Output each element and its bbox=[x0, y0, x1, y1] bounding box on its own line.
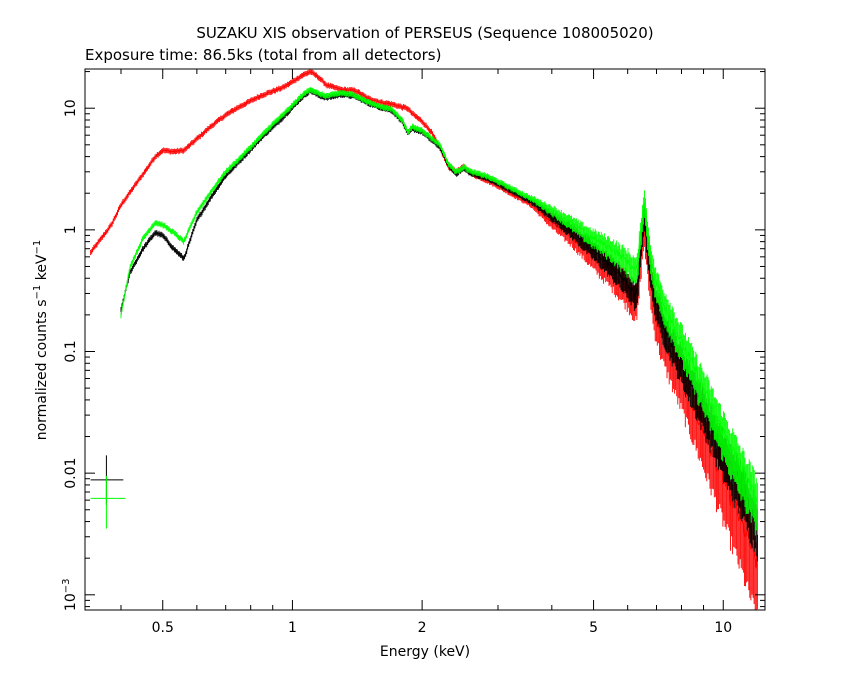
x-tick-label: 5 bbox=[589, 620, 598, 636]
error-bar-legend-0 bbox=[90, 455, 124, 505]
y-tick-label: 0.01 bbox=[63, 458, 79, 489]
x-axis-label: Energy (keV) bbox=[380, 644, 470, 660]
series-1-errors bbox=[120, 87, 758, 562]
x-tick-label: 0.5 bbox=[152, 620, 174, 636]
y-tick-label-exp: −3 bbox=[61, 579, 72, 594]
y-tick-label-text: 1 bbox=[63, 225, 79, 234]
error-bar-legend bbox=[90, 455, 126, 529]
y-axis-label-text: normalized counts s bbox=[34, 299, 50, 440]
series-0 bbox=[90, 69, 758, 610]
chart-title: SUZAKU XIS observation of PERSEUS (Seque… bbox=[196, 24, 653, 42]
chart-subtitle: Exposure time: 86.5ks (total from all de… bbox=[85, 46, 441, 64]
y-tick-label-text: 0.01 bbox=[63, 458, 79, 489]
y-tick-label-text: 10 bbox=[63, 99, 79, 117]
y-tick-label: 1 bbox=[63, 225, 79, 234]
series-0-errors bbox=[90, 69, 758, 610]
y-tick-label: 10−3 bbox=[61, 579, 79, 612]
x-tick-label: 10 bbox=[714, 620, 732, 636]
y-axis-label-sup1: −1 bbox=[32, 285, 43, 300]
x-tick-label: 2 bbox=[418, 620, 427, 636]
plot-frame bbox=[84, 68, 766, 611]
y-tick-label-base: 10 bbox=[63, 593, 79, 611]
x-tick-label: 1 bbox=[288, 620, 297, 636]
series-2 bbox=[120, 87, 758, 536]
y-tick-label-text: 0.1 bbox=[63, 340, 79, 362]
y-axis-label-sup2: −1 bbox=[32, 240, 43, 255]
series-2-line bbox=[120, 89, 758, 504]
y-axis-label: normalized counts s−1 keV−1 bbox=[32, 240, 50, 441]
series-1 bbox=[120, 87, 758, 562]
series-2-errors bbox=[120, 87, 758, 536]
series-layer bbox=[90, 69, 758, 610]
y-tick-label: 0.1 bbox=[63, 340, 79, 362]
error-bar-legend-1 bbox=[90, 475, 126, 529]
y-axis-label-mid: keV bbox=[34, 254, 50, 285]
y-tick-label: 10 bbox=[63, 99, 79, 117]
